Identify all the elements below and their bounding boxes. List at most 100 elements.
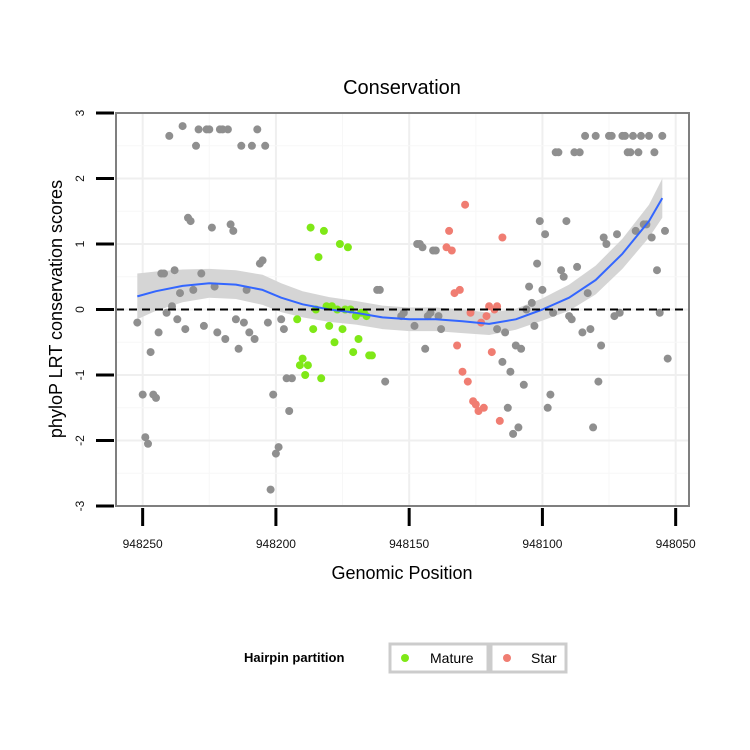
x-tick-label: 948150 xyxy=(389,537,429,551)
point-other xyxy=(160,269,168,278)
point-other xyxy=(410,321,419,330)
point-other xyxy=(154,328,163,337)
y-tick-label: 1 xyxy=(73,240,87,247)
point-other xyxy=(525,282,534,291)
point-mature xyxy=(325,321,334,330)
point-other xyxy=(567,315,576,324)
point-other xyxy=(581,131,590,140)
point-other xyxy=(245,328,254,337)
point-star xyxy=(479,403,488,412)
point-other xyxy=(543,403,552,412)
point-mature xyxy=(335,240,344,248)
point-other xyxy=(181,325,190,334)
point-other xyxy=(207,223,216,232)
point-mature xyxy=(309,325,318,334)
point-other xyxy=(170,266,179,275)
point-other xyxy=(178,122,187,131)
point-other xyxy=(152,393,160,402)
point-other xyxy=(418,243,427,252)
point-star xyxy=(445,226,454,235)
point-other xyxy=(253,125,262,134)
legend-key-box-star xyxy=(489,642,568,674)
point-other xyxy=(165,131,174,140)
point-mature xyxy=(293,315,302,324)
point-other xyxy=(506,367,515,376)
point-other xyxy=(263,318,272,327)
y-tick-label: -2 xyxy=(73,435,87,446)
point-star xyxy=(487,348,496,357)
point-other xyxy=(261,141,270,150)
point-other xyxy=(186,217,195,226)
point-other xyxy=(615,308,624,317)
point-other xyxy=(535,217,544,226)
legend-dot-mature xyxy=(401,654,409,662)
point-other xyxy=(269,390,278,399)
point-other xyxy=(221,335,230,343)
smooth-line-layer xyxy=(137,197,664,325)
point-star xyxy=(463,377,472,386)
point-other xyxy=(223,125,232,134)
point-other xyxy=(527,298,536,307)
confidence-band-layer xyxy=(137,178,663,335)
point-other xyxy=(146,348,155,357)
point-other xyxy=(602,240,611,248)
point-other xyxy=(541,230,550,239)
legend-title: Hairpin partition xyxy=(244,650,344,665)
point-other xyxy=(258,256,267,265)
point-other xyxy=(557,266,566,275)
point-other xyxy=(271,449,280,458)
point-other xyxy=(437,325,446,334)
point-other xyxy=(653,266,661,275)
point-other xyxy=(426,308,435,317)
point-mature xyxy=(354,335,363,343)
legend: Hairpin partition Mature Star xyxy=(244,642,568,674)
point-other xyxy=(626,148,635,157)
point-other xyxy=(586,325,595,334)
point-mature xyxy=(317,374,326,383)
point-other xyxy=(530,321,539,330)
point-other xyxy=(274,443,283,452)
x-axis: 948250 948200 948150 948100 948050 xyxy=(123,508,696,551)
point-mature xyxy=(367,351,376,360)
point-other xyxy=(591,131,600,140)
chart-title: Conservation xyxy=(343,77,461,99)
point-other xyxy=(559,272,568,281)
point-other xyxy=(599,233,608,242)
point-other xyxy=(655,308,664,317)
point-other xyxy=(519,380,528,389)
point-other xyxy=(229,226,238,235)
point-star xyxy=(466,308,475,317)
point-other xyxy=(247,141,256,150)
confidence-band xyxy=(137,178,663,335)
points-layer xyxy=(133,122,672,494)
point-other xyxy=(205,125,214,134)
point-other xyxy=(138,390,147,399)
x-tick-label: 948050 xyxy=(656,537,696,551)
point-other xyxy=(162,308,171,317)
point-other xyxy=(663,354,672,363)
point-other xyxy=(621,131,629,140)
y-axis-title: phyloP LRT conservation scores xyxy=(46,180,66,438)
point-other xyxy=(575,148,584,157)
point-other xyxy=(197,269,206,278)
point-other xyxy=(133,318,142,327)
point-other xyxy=(194,125,203,134)
point-other xyxy=(279,325,288,334)
point-other xyxy=(546,390,555,399)
point-star xyxy=(453,341,462,350)
x-tick-label: 948250 xyxy=(123,537,163,551)
point-mature xyxy=(298,354,307,363)
point-other xyxy=(594,377,603,386)
point-other xyxy=(189,285,198,294)
point-other xyxy=(597,341,606,350)
y-tick-label: -3 xyxy=(73,500,87,511)
x-axis-title: Genomic Position xyxy=(331,563,472,583)
point-other xyxy=(583,289,592,298)
point-star xyxy=(461,200,470,209)
point-other xyxy=(213,328,222,337)
point-other xyxy=(434,312,443,321)
point-other xyxy=(199,321,208,330)
point-other xyxy=(538,285,547,294)
point-mature xyxy=(295,361,304,370)
y-axis: -3 -2 -1 0 1 2 3 xyxy=(73,109,114,511)
